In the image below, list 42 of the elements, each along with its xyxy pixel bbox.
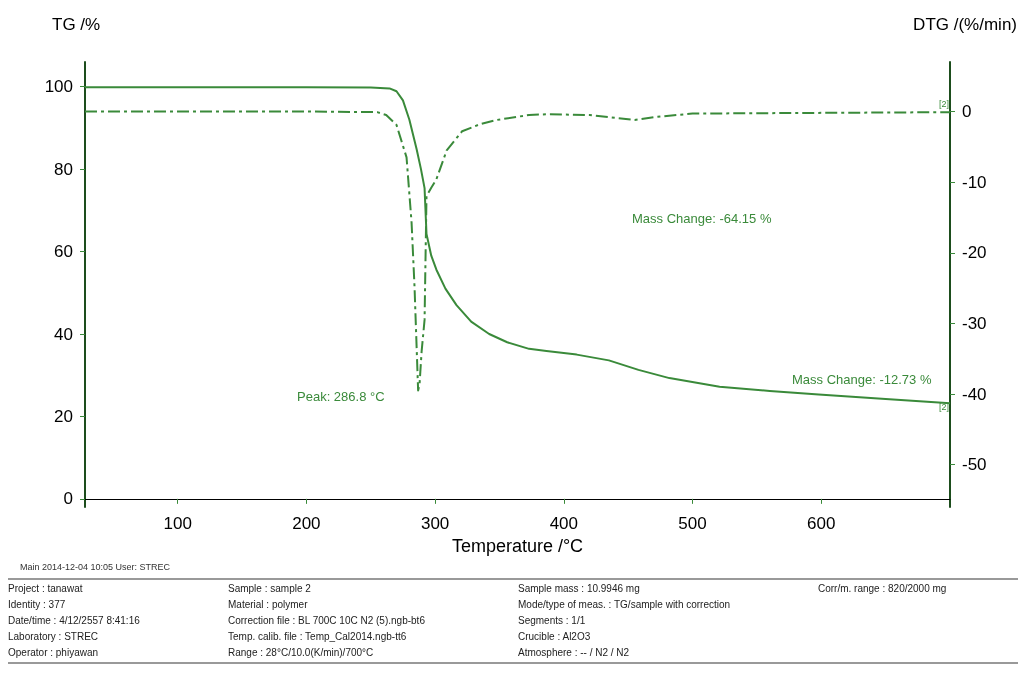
text: Date/time : 4/12/2557 8:41:16 <box>8 615 141 628</box>
y-axis-title: TG /% <box>52 15 101 34</box>
y2-tick-label: -20 <box>962 243 987 263</box>
y-tick-label: 40 <box>54 324 73 344</box>
text: Sample mass : 10.9946 mg <box>518 583 641 596</box>
text: Correction file : BL 700C 10C N2 (5).ngb-bt6 <box>228 615 426 628</box>
y2-tick-label: -40 <box>962 384 987 404</box>
text: Temp. calib. file : Temp_Cal2014.ngb-tt6 <box>228 631 408 644</box>
x-tick-label: 300 <box>420 514 450 534</box>
text: Material : polymer <box>228 599 309 612</box>
y-tick-label: 0 <box>63 489 73 509</box>
y2-tick-label: -10 <box>962 172 987 192</box>
text: Identity : 377 <box>8 599 67 612</box>
y-tick-label: 20 <box>54 406 73 426</box>
y2-tick-label: -30 <box>962 313 987 333</box>
y-tick-label: 80 <box>54 159 73 179</box>
text: Mode/type of meas. : TG/sample with correction <box>518 599 732 612</box>
annotation: Mass Change: -64.15 % <box>632 210 772 226</box>
text: Range : 28°C/10.0(K/min)/700°C <box>228 647 375 660</box>
x-tick-label: 600 <box>807 514 836 534</box>
text: Crucible : Al2O3 <box>518 631 592 644</box>
y2-axis-title: DTG /(%/min) <box>913 15 1017 34</box>
y-tick-label: 60 <box>54 242 73 262</box>
text: Main 2014-12-04 10:05 User: STREC <box>20 562 171 572</box>
y2-tick-label: -50 <box>962 455 987 475</box>
x-tick-label: 100 <box>163 514 192 534</box>
text: Operator : phiyawan <box>8 647 100 660</box>
x-tick-label: 500 <box>678 514 707 534</box>
annotation: Peak: 286.8 °C <box>297 388 385 404</box>
x-tick-label: 400 <box>549 514 579 534</box>
y2-tick-label: 0 <box>962 101 972 121</box>
y-tick-label: 100 <box>44 77 73 97</box>
text: Atmosphere : -- / N2 / N2 <box>518 647 631 660</box>
text: Sample : sample 2 <box>228 583 312 596</box>
text: Laboratory : STREC <box>8 631 100 644</box>
x-tick-label: 200 <box>292 514 321 534</box>
x-axis-title: Temperature /°C <box>451 536 584 556</box>
text: Corr/m. range : 820/2000 mg <box>818 583 948 596</box>
annotation: [2] <box>939 99 950 109</box>
annotation: Mass Change: -12.73 % <box>792 371 932 387</box>
text: Segments : 1/1 <box>518 615 587 628</box>
text: Project : tanawat <box>8 583 84 596</box>
